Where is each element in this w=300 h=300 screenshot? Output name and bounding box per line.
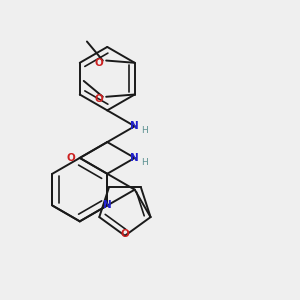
- Text: O: O: [121, 229, 129, 239]
- Text: O: O: [94, 94, 103, 104]
- Text: H: H: [142, 126, 148, 135]
- Text: H: H: [142, 158, 148, 167]
- Text: N: N: [103, 200, 112, 211]
- Text: N: N: [130, 121, 139, 131]
- Text: N: N: [130, 153, 139, 163]
- Text: O: O: [67, 153, 75, 163]
- Text: O: O: [94, 58, 103, 68]
